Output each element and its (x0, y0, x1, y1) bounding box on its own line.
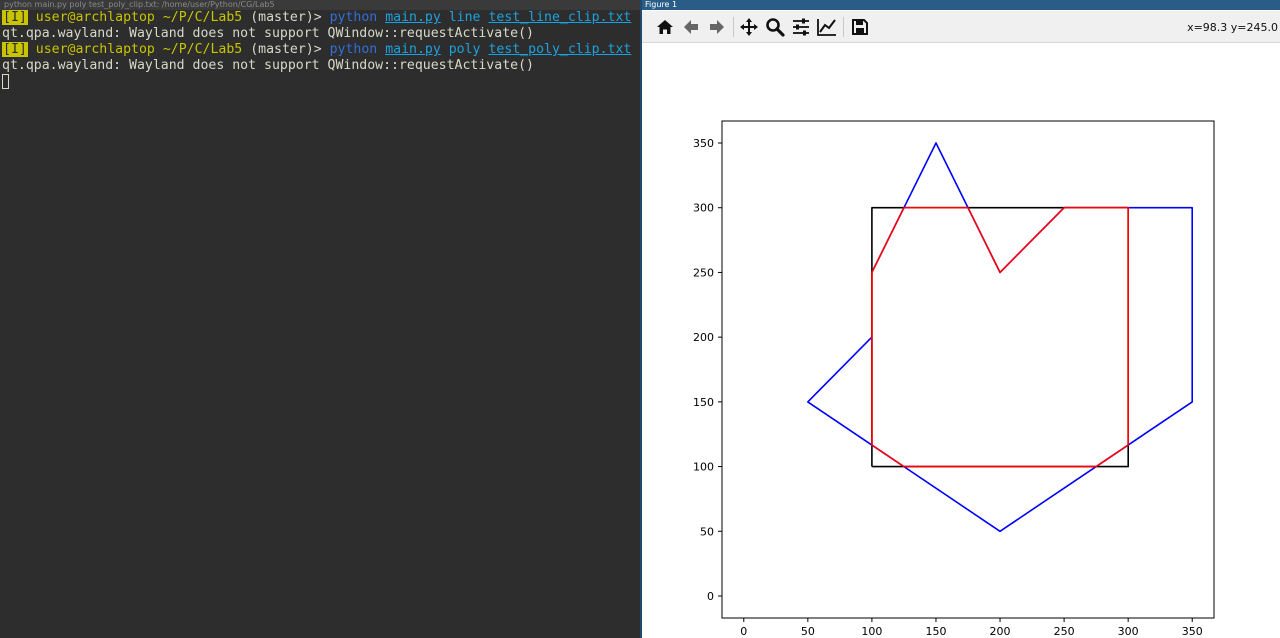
command-arg: poly (448, 42, 481, 57)
window-divider (640, 0, 642, 638)
save-icon[interactable] (848, 15, 872, 39)
home-icon[interactable] (653, 15, 677, 39)
x-tick-label: 300 (1118, 625, 1139, 638)
series-line-0 (871, 206, 1130, 468)
command-arg: line (448, 10, 481, 25)
cursor-coordinates: x=98.3 y=245.0 (1187, 21, 1278, 34)
edit-axis-icon[interactable] (815, 15, 839, 39)
prompt-branch: (master)> (250, 10, 322, 25)
script-link[interactable]: main.py (385, 42, 441, 57)
terminal-output: qt.qpa.wayland: Wayland does not support… (2, 26, 534, 41)
y-tick-label: 250 (693, 266, 714, 279)
x-tick-label: 350 (1182, 625, 1203, 638)
forward-icon[interactable] (705, 15, 729, 39)
y-tick-label: 150 (693, 396, 714, 409)
terminal-input-line[interactable] (0, 74, 640, 90)
terminal-title: python main.py poly test_poly_clip.txt: … (0, 0, 640, 10)
prompt-branch: (master)> (250, 42, 322, 57)
figure-title: Figure 1 (642, 0, 1280, 10)
terminal-window[interactable]: python main.py poly test_poly_clip.txt: … (0, 0, 640, 638)
terminal-line: [I] user@archlaptop ~/P/C/Lab5 (master)>… (0, 10, 640, 26)
x-tick-label: 150 (925, 625, 946, 638)
y-tick-label: 0 (707, 590, 714, 603)
file-link[interactable]: test_line_clip.txt (488, 10, 632, 25)
terminal-cursor (2, 74, 9, 89)
toolbar-separator (843, 17, 844, 37)
y-tick-label: 100 (693, 461, 714, 474)
series-line-1 (807, 142, 1194, 533)
x-tick-label: 0 (740, 625, 747, 638)
y-tick-label: 50 (700, 525, 714, 538)
x-tick-label: 200 (990, 625, 1011, 638)
prompt-cwd: ~/P/C/Lab5 (162, 42, 243, 57)
back-icon[interactable] (679, 15, 703, 39)
zoom-icon[interactable] (763, 15, 787, 39)
figure-window: Figure 1 x=98.3 y=245.0 0 50 100 150 200 250 3… (642, 0, 1280, 638)
terminal-output: qt.qpa.wayland: Wayland does not support… (2, 58, 534, 73)
prompt-cwd: ~/P/C/Lab5 (162, 10, 243, 25)
command: python (329, 10, 378, 25)
terminal-line: [I] user@archlaptop ~/P/C/Lab5 (master)>… (0, 42, 640, 58)
file-link[interactable]: test_poly_clip.txt (488, 42, 632, 57)
figure-toolbar: x=98.3 y=245.0 (642, 11, 1280, 43)
prompt-tag: [I] (2, 10, 28, 25)
script-link[interactable]: main.py (385, 10, 441, 25)
toolbar-separator (733, 17, 734, 37)
y-tick-label: 300 (693, 202, 714, 215)
pan-icon[interactable] (737, 15, 761, 39)
command: python (329, 42, 378, 57)
configure-subplots-icon[interactable] (789, 15, 813, 39)
prompt-user: user@archlaptop (35, 10, 155, 25)
x-tick-label: 250 (1054, 625, 1075, 638)
plot-canvas[interactable]: 0 50 100 150 200 250 300 350 0 50 100 150 200 250 300 3… (642, 43, 1280, 638)
axes-frame (721, 120, 1215, 619)
x-tick-label: 50 (801, 625, 815, 638)
y-tick-label: 350 (693, 137, 714, 150)
prompt-user: user@archlaptop (35, 42, 155, 57)
y-tick-label: 200 (693, 331, 714, 344)
series-line-2 (871, 206, 1130, 468)
prompt-tag: [I] (2, 42, 28, 57)
x-tick-label: 100 (861, 625, 882, 638)
